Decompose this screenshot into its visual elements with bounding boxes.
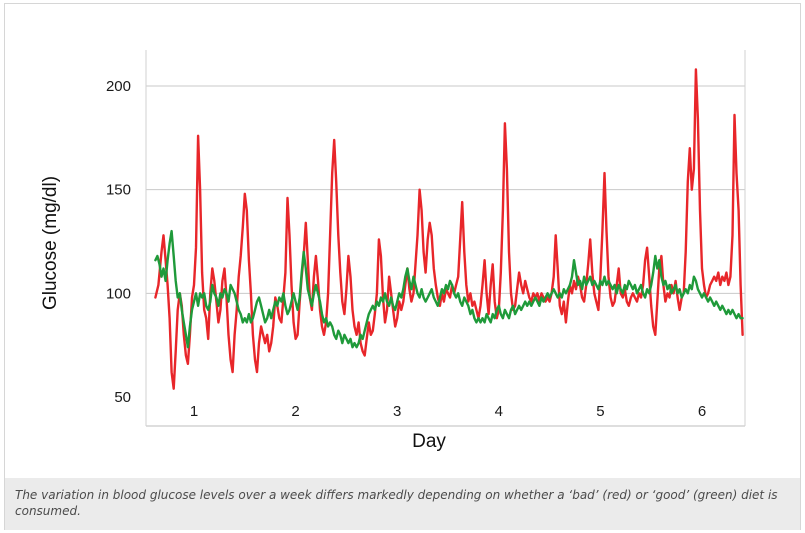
- x-tick-label-6: 6: [698, 403, 706, 420]
- x-tick-label-5: 5: [596, 403, 604, 420]
- x-tick-label-2: 2: [291, 403, 299, 420]
- x-tick-label-3: 3: [393, 403, 401, 420]
- x-tick-label-4: 4: [495, 403, 503, 420]
- y-tick-label-50: 50: [114, 389, 131, 406]
- x-axis-title: Day: [412, 431, 446, 452]
- y-tick-label-200: 200: [106, 78, 131, 95]
- series-red-line: [154, 68, 744, 390]
- glucose-line-chart: 50 100 150 200 1 2 3 4 5 6 Day Glucose (mg/dl): [14, 12, 792, 470]
- y-axis-title: Glucose (mg/dl): [40, 176, 61, 310]
- axes: [145, 50, 746, 427]
- y-tick-label-150: 150: [106, 182, 131, 199]
- tick-labels: 50 100 150 200 1 2 3 4 5 6: [106, 78, 706, 420]
- x-tick-label-1: 1: [190, 403, 198, 420]
- series-green-line: [154, 229, 744, 349]
- chart-background: [14, 12, 792, 470]
- series-lines: [154, 68, 744, 390]
- y-tick-label-100: 100: [106, 285, 131, 302]
- caption-text: The variation in blood glucose levels ov…: [15, 488, 778, 518]
- figure-caption: The variation in blood glucose levels ov…: [5, 478, 800, 530]
